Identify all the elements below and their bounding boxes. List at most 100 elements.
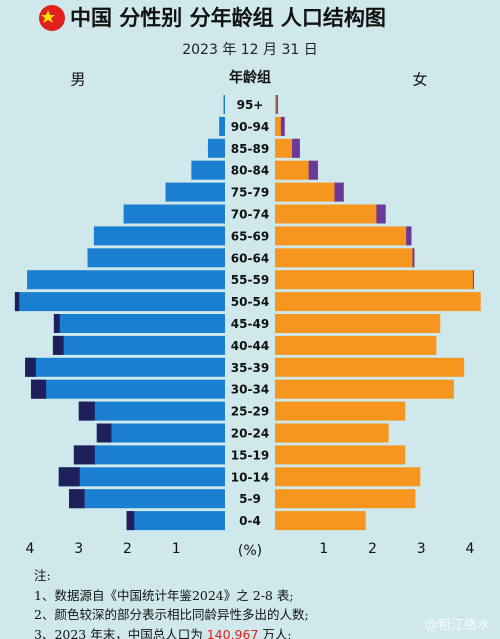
subtitle: 2023 年 12 月 31 日 <box>182 42 318 58</box>
bar-male <box>126 511 225 531</box>
category-label: 50-54 <box>231 295 269 309</box>
bar-male-excess <box>30 379 47 399</box>
bar-female <box>275 467 421 487</box>
category-label: 10-14 <box>231 470 269 484</box>
bar-male-excess <box>14 292 20 312</box>
category-label: 70-74 <box>231 208 269 222</box>
category-label: 75-79 <box>231 186 269 200</box>
x-tick-label: 2 <box>123 541 132 557</box>
category-label: 60-64 <box>231 251 269 265</box>
bar-male-excess <box>126 511 135 531</box>
x-tick-label: 1 <box>172 541 181 557</box>
bar-male <box>73 445 225 465</box>
bar-male-excess <box>78 401 95 421</box>
legend-male: 男 <box>70 71 85 89</box>
bar-female-excess <box>280 116 285 136</box>
x-tick-label: 3 <box>74 541 83 557</box>
bar-male <box>14 292 226 312</box>
bar-female <box>275 401 406 421</box>
bar-male <box>191 160 225 180</box>
x-tick-label: 3 <box>417 541 426 557</box>
category-label: 0-4 <box>239 514 261 528</box>
bar-female <box>275 292 481 312</box>
bar-male <box>93 226 225 246</box>
note-highlight: 140,967 <box>206 626 259 639</box>
bar-female-excess <box>376 204 386 224</box>
category-label: 45-49 <box>231 317 269 331</box>
category-label: 80-84 <box>231 164 269 178</box>
bar-male <box>58 467 226 487</box>
category-label: 90-94 <box>231 120 269 134</box>
bar-male <box>223 95 225 114</box>
note: 1、数据源自《中国统计年鉴2024》之 2-8 表; <box>34 587 294 603</box>
bar-female <box>275 445 406 465</box>
bar-male <box>207 138 225 158</box>
legend-female: 女 <box>412 71 427 89</box>
chart: 中国 分性别 分年龄组 人口结构图 2023 年 12 月 31 日 年龄组 男… <box>14 5 481 559</box>
category-label: 95+ <box>237 98 264 112</box>
bar-male <box>27 270 226 290</box>
bar-male-excess <box>69 489 85 509</box>
bar-female <box>275 226 412 246</box>
bar-female-excess <box>472 270 474 290</box>
bar-male-excess <box>73 445 95 465</box>
x-axis-title: (%) <box>238 543 262 559</box>
notes-heading: 注: <box>34 568 51 583</box>
category-label: 65-69 <box>231 229 269 243</box>
x-tick-label: 4 <box>466 541 475 557</box>
bar-female-excess <box>412 248 415 268</box>
category-label: 55-59 <box>231 273 269 287</box>
bar-female <box>275 511 366 531</box>
x-tick-label: 4 <box>26 541 35 557</box>
bar-male <box>78 401 225 421</box>
bar-male-excess <box>53 314 60 333</box>
note: 2、颜色较深的部分表示相比同龄异性多出的人数; <box>34 607 309 622</box>
note-text: 3、2023 年末，中国总人口为 <box>34 626 207 639</box>
bar-female <box>275 204 386 224</box>
bar-female-excess <box>292 138 300 158</box>
bar-female <box>275 116 285 136</box>
x-tick-label: 1 <box>319 541 328 557</box>
bar-male <box>96 423 225 443</box>
bar-male <box>30 379 225 399</box>
flag <box>39 5 65 31</box>
bar-male <box>219 116 225 136</box>
category-label: 30-34 <box>231 383 269 397</box>
bar-female <box>275 160 318 180</box>
bar-male <box>69 489 225 509</box>
bar-female <box>275 423 389 443</box>
bar-female-excess <box>334 182 344 202</box>
note-text: 万人; <box>258 626 292 639</box>
bar-female-excess <box>406 226 412 246</box>
note: 3、2023 年末，中国总人口为 140,967 万人; <box>34 625 309 639</box>
category-label: 20-24 <box>231 427 269 441</box>
bar-male <box>52 335 225 355</box>
bar-male <box>87 248 226 268</box>
bar-female <box>275 379 454 399</box>
bar-male <box>165 182 225 202</box>
bar-male <box>123 204 225 224</box>
category-label: 5-9 <box>239 492 261 506</box>
bar-male-excess <box>96 423 112 443</box>
watermark: @粗江络水 <box>424 618 490 633</box>
bar-female <box>275 489 416 509</box>
flag-star <box>41 10 55 23</box>
bar-male <box>53 314 226 333</box>
bar-female <box>275 357 465 377</box>
category-label: 40-44 <box>231 339 269 353</box>
bar-female <box>275 314 441 333</box>
category-label: 25-29 <box>231 405 269 419</box>
category-axis-title: 年龄组 <box>229 69 271 86</box>
bar-female <box>275 248 415 268</box>
notes: 注: 1、数据源自《中国统计年鉴2024》之 2-8 表; 2、颜色较深的部分表… <box>34 566 309 639</box>
x-tick-label: 2 <box>368 541 377 557</box>
bar-male-excess <box>58 467 80 487</box>
bar-female <box>275 182 344 202</box>
bar-female-excess <box>308 160 318 180</box>
bar-male-excess <box>52 335 64 355</box>
category-label: 15-19 <box>231 448 269 462</box>
bar-female-excess <box>276 95 278 114</box>
bar-male-excess <box>25 357 36 377</box>
bar-male <box>25 357 225 377</box>
